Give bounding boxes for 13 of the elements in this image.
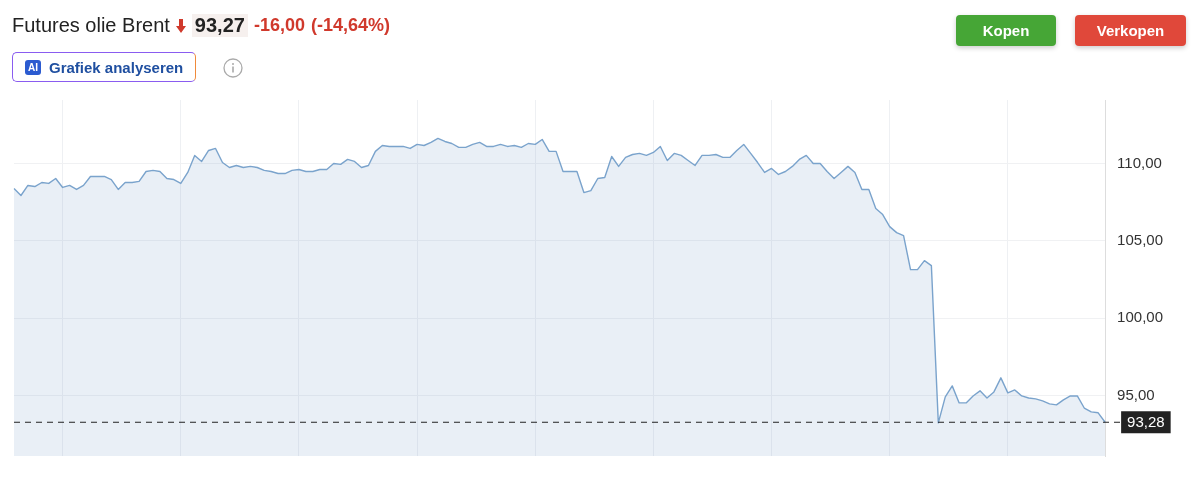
text: 93,27: [191, 14, 248, 37]
text: -16,00: [253, 15, 305, 36]
y-tick-label: 100,00: [1117, 308, 1164, 326]
chat-bubble-icon: AI: [25, 59, 41, 75]
text: (-14,64%): [310, 15, 390, 36]
text: Grafiek analyseren: [49, 58, 184, 76]
text: Verkopen: [1075, 15, 1186, 46]
chart-title: Futures olie Brent: [12, 14, 170, 37]
text: Kopen: [956, 15, 1056, 46]
ref-line-label: 93,28: [1127, 413, 1165, 431]
y-tick-label: 105,00: [1117, 230, 1164, 248]
y-tick-label: 95,00: [1117, 385, 1155, 403]
y-tick-label: 110,00: [1117, 153, 1162, 171]
